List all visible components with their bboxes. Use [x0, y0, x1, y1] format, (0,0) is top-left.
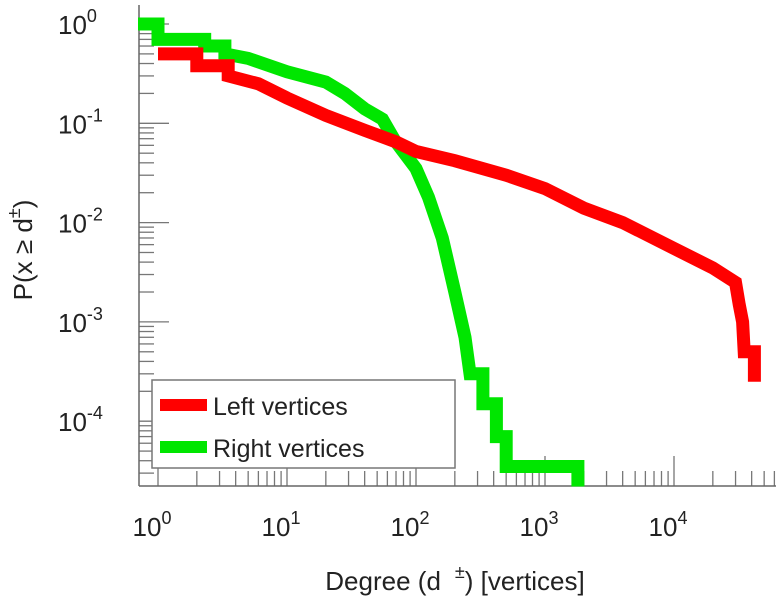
x-tick-label: 104 — [649, 508, 688, 542]
legend-label-right: Right vertices — [213, 435, 364, 463]
x-tick-label: 100 — [133, 508, 172, 542]
y-tick-label: 10-1 — [58, 105, 103, 139]
x-tick-label: 101 — [262, 508, 301, 542]
legend-box — [151, 379, 456, 469]
y-tick-label: 10-3 — [58, 304, 103, 338]
series-group — [138, 17, 761, 487]
legend-label-left: Left vertices — [213, 393, 348, 421]
x-tick-labels: 100 101 102 103 104 — [133, 508, 688, 542]
y-tick-label: 10-4 — [58, 403, 103, 437]
legend: Left vertices Right vertices — [151, 379, 456, 469]
series-line-left-vertices — [158, 47, 761, 382]
y-axis-label: P(x ≥ d±) — [4, 200, 38, 301]
x-axis-label: Degree (d ±) [vertices] — [325, 562, 584, 596]
y-tick-label: 10-2 — [58, 205, 103, 239]
y-tick-labels: 100 10-1 10-2 10-3 10-4 — [58, 6, 103, 437]
axis-ticks — [139, 23, 776, 486]
x-tick-label: 103 — [520, 508, 559, 542]
x-tick-label: 102 — [391, 508, 430, 542]
series-line-right-vertices — [138, 17, 585, 487]
y-tick-label: 100 — [58, 6, 97, 40]
